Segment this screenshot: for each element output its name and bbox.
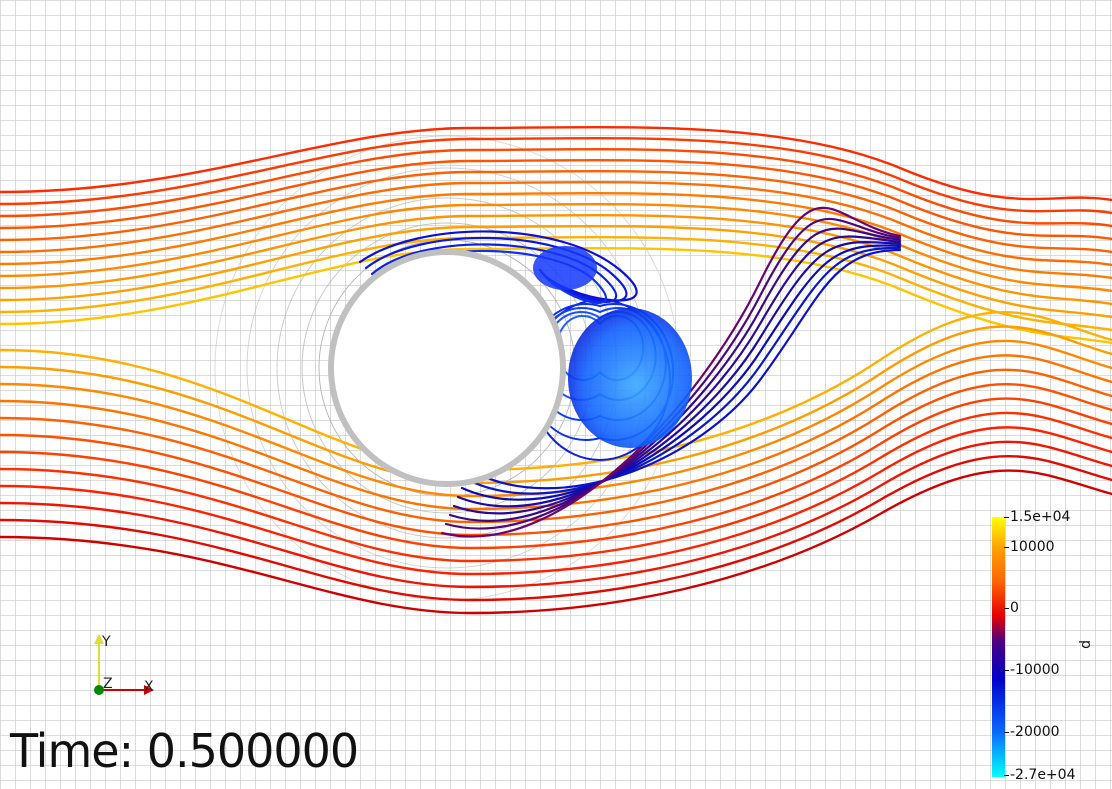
streamline xyxy=(468,248,902,490)
streamline xyxy=(0,147,1112,228)
colorbar-tick: 1.5e+04 xyxy=(1003,509,1071,525)
streamline xyxy=(0,339,1112,498)
streamline xyxy=(0,454,1112,602)
streamline xyxy=(0,310,1112,472)
vortex-core xyxy=(568,308,692,448)
streamline xyxy=(448,227,902,522)
streamline xyxy=(0,202,1112,293)
streamline xyxy=(0,382,1112,537)
z-axis-dot xyxy=(94,685,104,695)
colorbar-tick: 10000 xyxy=(1004,539,1055,555)
streamline xyxy=(460,244,902,501)
streamline xyxy=(444,217,902,530)
streamline xyxy=(358,230,638,302)
streamline xyxy=(0,224,1112,319)
time-label: Time: 0.500000 xyxy=(10,724,359,778)
streamline xyxy=(0,246,1112,345)
colorbar-title: p xyxy=(1078,640,1094,649)
vortex-upper xyxy=(533,246,597,290)
streamline xyxy=(0,426,1112,576)
streamline xyxy=(0,125,1112,202)
colorbar xyxy=(992,517,1005,777)
cylinder xyxy=(328,249,566,487)
streamline xyxy=(0,158,1112,241)
streamline xyxy=(0,397,1112,550)
streamline xyxy=(0,469,1112,615)
streamline xyxy=(0,136,1112,215)
streamline xyxy=(0,180,1112,267)
y-axis-label: Y xyxy=(101,634,111,650)
colorbar-tick: 0 xyxy=(1004,600,1019,616)
streamline xyxy=(0,354,1112,511)
streamline xyxy=(440,206,902,538)
streamline xyxy=(0,213,1112,306)
colorbar-tick: -10000 xyxy=(1004,662,1060,678)
x-axis-arrow xyxy=(144,685,154,695)
streamline xyxy=(370,243,618,304)
z-axis-label: Z xyxy=(103,676,113,692)
colorbar-tick: -20000 xyxy=(1004,724,1060,740)
x-axis-label: X xyxy=(144,679,154,695)
streamline xyxy=(464,246,902,495)
streamline xyxy=(0,169,1112,254)
streamline xyxy=(0,440,1112,589)
y-axis-arrow xyxy=(94,634,104,644)
streamline xyxy=(456,241,902,508)
streamlines xyxy=(0,125,1112,615)
streamline xyxy=(364,236,628,303)
colorbar-tick: -2.7e+04 xyxy=(1003,767,1076,783)
streamline xyxy=(452,235,902,515)
streamline xyxy=(0,191,1112,280)
streamline xyxy=(0,368,1112,524)
streamline xyxy=(0,411,1112,563)
orientation-axes: Y X Z xyxy=(94,634,154,695)
